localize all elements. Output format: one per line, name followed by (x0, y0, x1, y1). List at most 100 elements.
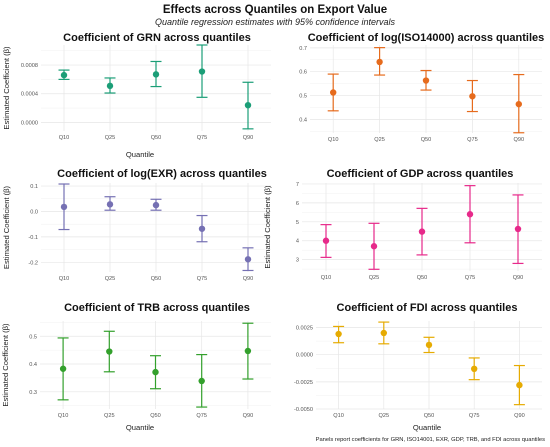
data-point (60, 203, 68, 211)
panel-title: Coefficient of GRN across quantiles (63, 32, 251, 44)
figure-subtitle: Quantile regression estimates with 95% c… (155, 17, 396, 27)
x-tick-label: Q10 (321, 275, 332, 281)
y-axis-label: Estimated Coefficient (β) (1, 323, 10, 407)
y-axis-label: Estimated Coefficient (β) (2, 185, 11, 269)
y-tick-label: -0.2 (28, 260, 38, 266)
x-tick-label: Q10 (333, 413, 344, 419)
data-point (422, 77, 430, 84)
x-tick-label: Q50 (151, 135, 162, 141)
x-tick-label: Q10 (59, 276, 70, 282)
data-point (322, 237, 330, 244)
panel-3: Coefficient of log(EXR) across quantiles… (2, 168, 271, 282)
data-point (514, 225, 522, 233)
y-tick-label: 4 (296, 239, 299, 245)
x-axis-label: Quantile (126, 423, 154, 432)
figure-caption: Panels report coefficients for GRN, ISO1… (316, 437, 546, 443)
data-point (418, 228, 426, 235)
y-tick-label: 6 (296, 201, 299, 207)
y-tick-label: 0.0025 (296, 326, 313, 332)
x-tick-label: Q75 (467, 137, 478, 143)
figure-title: Effects across Quantiles on Export Value (163, 4, 387, 16)
x-tick-label: Q25 (379, 413, 390, 419)
data-point (469, 93, 476, 100)
data-point (106, 348, 113, 355)
x-tick-label: Q75 (197, 276, 208, 282)
x-tick-label: Q25 (105, 135, 116, 141)
data-point (244, 256, 252, 263)
y-tick-label: 0.5 (299, 94, 307, 100)
panel-title: Coefficient of FDI across quantiles (337, 302, 518, 314)
panel-6: Coefficient of FDI across quantiles -0.00… (294, 302, 542, 432)
panel-5: Coefficient of TRB across quantiles 0.3 0.… (1, 302, 271, 432)
x-axis-label: Quantile (126, 150, 154, 159)
data-point (60, 71, 68, 79)
y-tick-label: 0.0000 (21, 120, 38, 126)
data-point (376, 58, 383, 66)
x-tick-label: Q75 (469, 413, 480, 419)
x-tick-label: Q90 (243, 276, 254, 282)
panel-title: Coefficient of GDP across quantiles (327, 168, 514, 180)
y-tick-label: 5 (296, 220, 299, 226)
x-tick-label: Q90 (243, 413, 254, 419)
panels: Coefficient of GRN across quantiles 0.000… (1, 32, 544, 432)
x-tick-label: Q90 (513, 275, 524, 281)
y-tick-label: 0.4 (299, 117, 307, 123)
y-tick-label: -0.0050 (294, 407, 313, 413)
x-tick-label: Q90 (514, 137, 525, 143)
panel-1: Coefficient of GRN across quantiles 0.000… (2, 32, 271, 159)
data-point (515, 100, 522, 108)
data-point (198, 68, 206, 75)
data-point (471, 365, 478, 373)
data-point (335, 330, 342, 338)
x-tick-label: Q25 (369, 275, 380, 281)
y-tick-label: 7 (296, 182, 299, 188)
y-tick-label: 0.6 (299, 70, 307, 76)
panel-title: Coefficient of log(ISO14000) across quan… (308, 32, 545, 44)
data-point (152, 201, 160, 209)
x-tick-label: Q25 (374, 137, 385, 143)
y-tick-label: 0.0004 (21, 92, 38, 98)
x-tick-label: Q50 (417, 275, 428, 281)
x-tick-label: Q10 (328, 137, 339, 143)
y-axis-label: Estimated Coefficient (β) (263, 185, 272, 269)
data-point (244, 102, 252, 109)
data-point (244, 347, 252, 355)
y-tick-label: 0.1 (30, 184, 38, 190)
y-tick-label: -0.0025 (294, 380, 313, 386)
panel-4: Coefficient of GDP across quantiles 3 4 5 6 7… (263, 168, 542, 281)
x-tick-label: Q50 (424, 413, 435, 419)
x-tick-label: Q75 (196, 413, 207, 419)
x-tick-label: Q25 (104, 413, 115, 419)
y-tick-label: 0.0008 (21, 63, 38, 69)
data-point (198, 377, 205, 385)
data-point (466, 211, 474, 218)
data-point (198, 225, 206, 232)
x-tick-label: Q90 (514, 413, 525, 419)
y-tick-label: 3 (296, 258, 299, 264)
x-tick-label: Q25 (105, 276, 116, 282)
y-tick-label: 0.5 (29, 334, 37, 340)
x-axis-label: Quantile (413, 423, 441, 432)
y-tick-label: -0.1 (28, 235, 38, 241)
y-tick-label: 0.7 (299, 46, 307, 52)
data-point (330, 89, 337, 96)
y-tick-label: 0.4 (29, 362, 37, 368)
x-tick-label: Q75 (465, 275, 476, 281)
y-tick-label: 0.0000 (296, 353, 313, 359)
y-axis-label: Estimated Coefficient (β) (2, 46, 11, 130)
data-point (106, 201, 114, 208)
data-point (425, 341, 433, 349)
y-tick-label: 0.0 (30, 209, 38, 215)
x-tick-label: Q50 (421, 137, 432, 143)
data-point (516, 381, 523, 389)
x-tick-label: Q50 (150, 413, 161, 419)
x-tick-label: Q10 (59, 135, 70, 141)
panel-title: Coefficient of log(EXR) across quantiles (57, 168, 267, 180)
data-point (152, 71, 160, 78)
x-tick-label: Q90 (243, 135, 254, 141)
x-tick-label: Q75 (197, 135, 208, 141)
y-tick-label: 0.3 (29, 390, 37, 396)
data-point (370, 243, 378, 250)
x-tick-label: Q10 (58, 413, 69, 419)
